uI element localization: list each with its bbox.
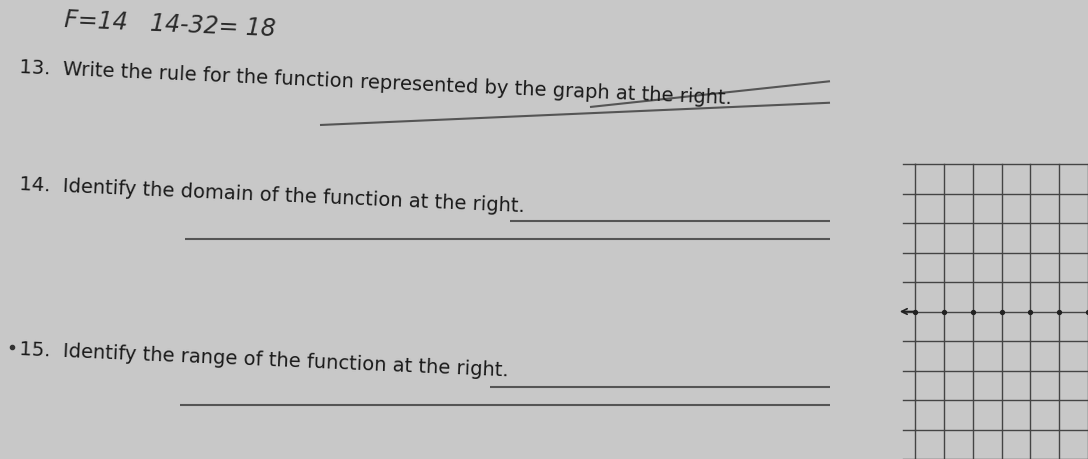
Text: 14.  Identify the domain of the function at the right.: 14. Identify the domain of the function … [20, 174, 526, 216]
Text: F=14   14-32= 18: F=14 14-32= 18 [64, 8, 276, 41]
Text: 13.  Write the rule for the function represented by the graph at the right.: 13. Write the rule for the function repr… [20, 58, 732, 108]
Text: 15.  Identify the range of the function at the right.: 15. Identify the range of the function a… [20, 339, 509, 380]
